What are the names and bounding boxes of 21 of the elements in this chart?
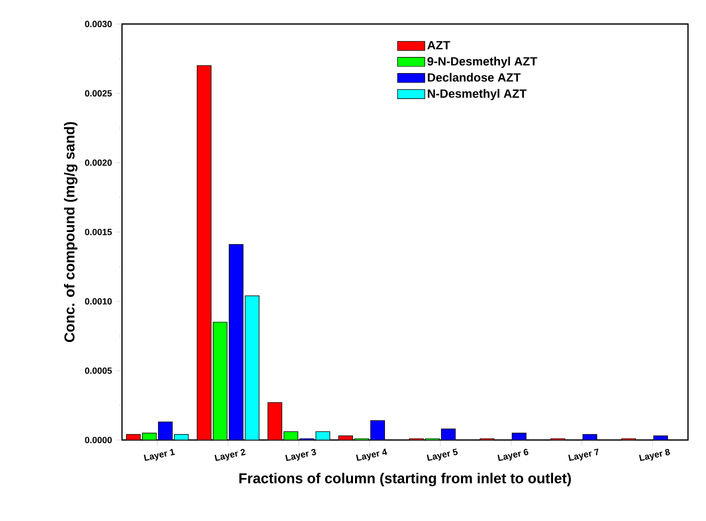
y-tick-label: 0.0010	[85, 298, 112, 305]
x-tick-label: Layer 6	[498, 448, 528, 462]
y-tick-label: 0.0025	[85, 90, 112, 97]
legend-label: AZT	[427, 41, 450, 50]
y-axis-title: Conc. of compound (mg/g sand)	[64, 122, 78, 342]
x-tick-label: Layer 5	[426, 448, 458, 461]
x-tick-label: Layer 2	[214, 448, 246, 462]
x-tick-label: Layer 1	[144, 448, 175, 461]
legend-label: 9-N-Desmethyl AZT	[427, 56, 538, 68]
x-tick-label: Layer 8	[639, 448, 670, 462]
y-tick-label: 0.0030	[85, 20, 112, 28]
x-tick-label: Layer 4	[356, 448, 388, 461]
legend-label: Declandose AZT	[428, 72, 521, 82]
x-tick-label: Layer 7	[568, 448, 598, 461]
y-tick-label: 0.0005	[85, 367, 112, 374]
legend-label: N-Desmethyl AZT	[428, 89, 527, 100]
x-tick-label: Layer 3	[285, 448, 316, 462]
y-tick-label: 0.0000	[85, 436, 112, 444]
y-tick-label: 0.0020	[85, 159, 112, 166]
x-axis-title: Fractions of column (starting from inlet to outlet)	[239, 472, 571, 486]
y-tick-label: 0.0015	[85, 228, 112, 236]
